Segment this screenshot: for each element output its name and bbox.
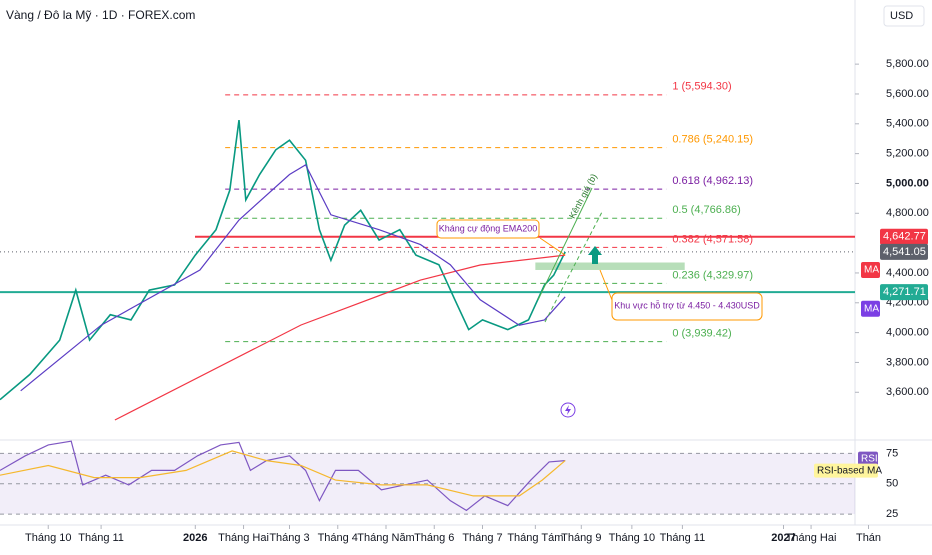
price-label: 4,541.05 bbox=[883, 246, 926, 258]
up-arrow bbox=[588, 246, 602, 264]
x-tick-label: Tháng Năm bbox=[357, 532, 414, 544]
x-tick-label: Tháng 11 bbox=[78, 532, 124, 544]
y-tick-label: 5,000.00 bbox=[886, 177, 929, 189]
x-tick-label: Tháng 11 bbox=[660, 532, 706, 544]
y-tick-label: 5,800.00 bbox=[886, 58, 929, 70]
series-line bbox=[114, 254, 566, 421]
x-tick-label: Tháng 10 bbox=[609, 532, 655, 544]
x-tick-label: Tháng 7 bbox=[462, 532, 502, 544]
rsi-tick-label: 25 bbox=[886, 508, 898, 520]
ma-label-bg bbox=[861, 261, 880, 278]
resistance-note: Kháng cự động EMA200 bbox=[439, 223, 538, 233]
x-tick-label: Tháng 9 bbox=[561, 532, 601, 544]
series-line bbox=[20, 163, 566, 392]
y-tick-label: 4,800.00 bbox=[886, 207, 929, 219]
price-label-bg bbox=[880, 228, 928, 245]
ma-label-bg bbox=[861, 300, 880, 317]
fib-label: 0.5 (4,766.86) bbox=[672, 204, 741, 216]
x-tick-label: Tháng Hai bbox=[218, 532, 269, 544]
y-tick-label: 5,400.00 bbox=[886, 118, 929, 130]
fib-label: 1 (5,594.30) bbox=[672, 81, 731, 93]
legend-label: RSI-based MA bbox=[817, 465, 882, 476]
series-line bbox=[0, 450, 566, 497]
y-tick-label: 4,000.00 bbox=[886, 327, 929, 339]
fib-label: 0.618 (4,962.13) bbox=[672, 175, 753, 187]
y-tick-label: 3,800.00 bbox=[886, 356, 929, 368]
fib-label: 0.236 (4,329.97) bbox=[672, 269, 753, 281]
x-tick-label: 2026 bbox=[183, 532, 207, 544]
price-label: 4,271.71 bbox=[883, 286, 926, 298]
x-tick-label: Tháng 10 bbox=[25, 532, 71, 544]
channel-line bbox=[537, 187, 593, 301]
price-label-bg bbox=[880, 243, 928, 260]
event-bolt bbox=[565, 405, 571, 415]
y-tick-label: 5,200.00 bbox=[886, 148, 929, 160]
currency-button[interactable] bbox=[883, 5, 925, 27]
series-line bbox=[0, 119, 566, 401]
x-tick-label: Tháng 4 bbox=[318, 532, 358, 544]
support-box bbox=[611, 292, 763, 321]
layer: 3,600.003,800.004,000.004,200.004,400.00… bbox=[0, 58, 929, 544]
legend-bg bbox=[814, 463, 878, 478]
ma-label: MA bbox=[864, 303, 879, 314]
fib-label: 0.382 (4,571.58) bbox=[672, 233, 753, 245]
support-pointer bbox=[599, 269, 613, 301]
fib-label: 0 (3,939.42) bbox=[672, 328, 731, 340]
support-note: Khu vực hỗ trợ từ 4.450 - 4.430USD bbox=[614, 300, 760, 310]
x-tick-label: Tháng Hai bbox=[786, 532, 837, 544]
legend-bg bbox=[858, 451, 878, 466]
support-zone bbox=[535, 262, 685, 270]
rsi-tick-label: 75 bbox=[886, 447, 898, 459]
x-tick-label: 2027 bbox=[771, 532, 795, 544]
x-tick-label: Tháng 6 bbox=[414, 532, 454, 544]
chart-title: Vàng / Đô la Mỹ · 1D · FOREX.com bbox=[6, 8, 195, 22]
legend-label: RSI bbox=[861, 453, 878, 464]
y-tick-label: 5,600.00 bbox=[886, 88, 929, 100]
x-tick-label: Thán bbox=[856, 532, 881, 544]
rsi-tick-label: 50 bbox=[886, 478, 898, 490]
price-label: 4,642.77 bbox=[883, 231, 926, 243]
resistance-box bbox=[436, 219, 540, 239]
x-tick-label: Tháng 3 bbox=[269, 532, 309, 544]
ma-label: MA bbox=[864, 265, 879, 276]
y-tick-label: 3,600.00 bbox=[886, 386, 929, 398]
fib-label: 0.786 (5,240.15) bbox=[672, 134, 753, 146]
x-tick-label: Tháng Tám bbox=[507, 532, 563, 544]
series-line bbox=[0, 440, 566, 512]
price-label-bg bbox=[880, 284, 928, 301]
y-tick-label: 4,400.00 bbox=[886, 267, 929, 279]
currency[interactable]: USD bbox=[890, 10, 913, 22]
